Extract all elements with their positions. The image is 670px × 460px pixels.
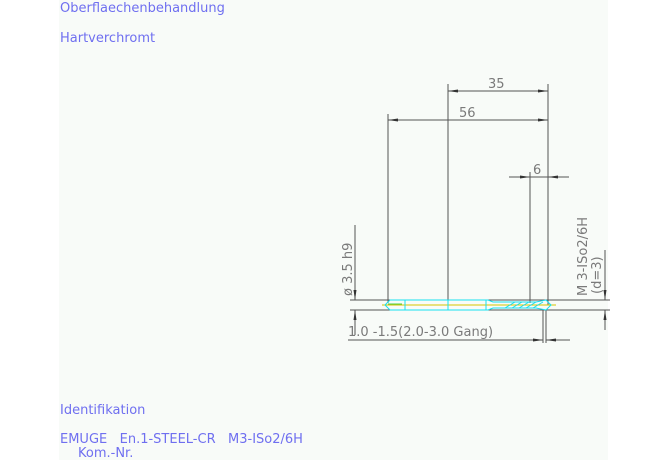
dimension-6-text: 6 bbox=[533, 163, 541, 178]
thread-diameter-text: (d=3) bbox=[590, 256, 605, 294]
thread-spec-text: M 3-ISo2/6H bbox=[576, 217, 591, 296]
ident-value: EMUGE En.1-STEEL-CR M3-ISo2/6H bbox=[60, 432, 303, 447]
drawing-sheet bbox=[59, 0, 608, 460]
surface-label: Oberflaechenbehandlung bbox=[60, 1, 225, 16]
chamfer-note-text: 1.0 -1.5(2.0-3.0 Gang) bbox=[348, 325, 493, 340]
diameter-dim-text: ø 3.5 h9 bbox=[341, 243, 356, 296]
tap-tool-outline bbox=[382, 299, 556, 311]
dimension-56-text: 56 bbox=[459, 106, 476, 121]
dimension-35-text: 35 bbox=[488, 77, 505, 92]
ident-label: Identifikation bbox=[60, 403, 145, 418]
surface-value: Hartverchromt bbox=[60, 31, 155, 46]
order-number-label: Kom.-Nr. bbox=[78, 446, 133, 460]
